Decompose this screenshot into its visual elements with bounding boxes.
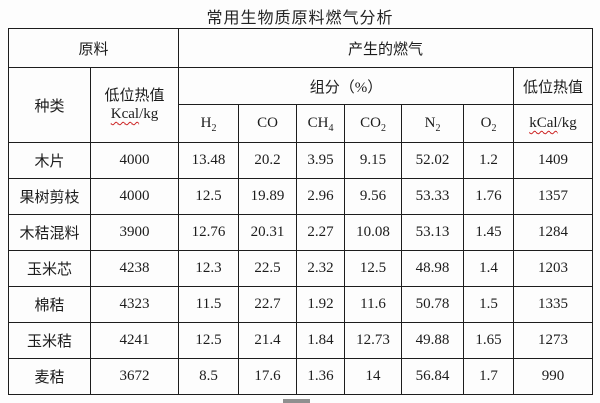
cell-ch4: 1.92 (296, 286, 346, 323)
biomass-gas-analysis-table: 原料 产生的燃气 种类 低位热值 Kcal/kg 组分（%） 低位热值 H2 C… (7, 28, 594, 395)
cell-o2: 1.76 (463, 178, 515, 215)
header-lhv-input-unit-rest: /kg (139, 106, 159, 122)
cell-co2: 10.08 (344, 214, 403, 251)
cell-ch4: 2.96 (296, 178, 346, 215)
cell-feed-lhv: 4000 (89, 142, 180, 179)
cell-co: 22.5 (238, 250, 298, 287)
cell-co2: 9.15 (344, 142, 403, 179)
cell-gas-lhv: 1357 (513, 178, 594, 215)
cell-type: 果树剪枝 (8, 178, 91, 215)
cell-co: 20.31 (238, 214, 298, 251)
header-lhv-output-label: 低位热值 (513, 67, 594, 105)
cell-type: 麦秸 (8, 358, 91, 395)
header-gas-ch4: CH4 (296, 104, 346, 143)
cell-feed-lhv: 4323 (89, 286, 180, 323)
cell-h2: 12.3 (178, 250, 240, 287)
cell-co2: 14 (344, 358, 403, 395)
cell-feed-lhv: 4241 (89, 322, 180, 359)
cell-o2: 1.2 (463, 142, 515, 179)
cell-ch4: 1.84 (296, 322, 346, 359)
cell-co2: 12.73 (344, 322, 403, 359)
cell-o2: 1.65 (463, 322, 515, 359)
header-gas-co: CO (238, 104, 298, 143)
header-components: 组分（%） (178, 67, 515, 105)
cell-gas-lhv: 990 (513, 358, 594, 395)
cell-co: 17.6 (238, 358, 298, 395)
header-lhv-output-unit: kCal/kg (513, 104, 594, 143)
page-title: 常用生物质原料燃气分析 (206, 10, 394, 27)
cell-n2: 53.13 (401, 214, 465, 251)
cell-co: 21.4 (238, 322, 298, 359)
cell-h2: 12.5 (178, 322, 240, 359)
cell-gas-lhv: 1335 (513, 286, 594, 323)
cell-h2: 11.5 (178, 286, 240, 323)
table-row: 玉米芯 4238 12.3 22.5 2.32 12.5 48.98 1.4 1… (8, 250, 594, 287)
cell-co2: 12.5 (344, 250, 403, 287)
header-gas-co2: CO2 (344, 104, 403, 143)
table-row: 木片 4000 13.48 20.2 3.95 9.15 52.02 1.2 1… (8, 142, 594, 179)
header-lhv-input-label: 低位热值 (104, 88, 165, 104)
header-row-groups: 原料 产生的燃气 (7, 28, 594, 68)
cell-type: 棉秸 (8, 286, 91, 323)
cell-o2: 1.5 (463, 286, 515, 323)
header-lhv-output-unit-rest: /kg (557, 115, 577, 131)
cell-ch4: 3.95 (296, 142, 346, 179)
cell-n2: 48.98 (401, 250, 465, 287)
header-lhv-input: 低位热值 Kcal/kg (89, 67, 180, 143)
header-lhv-output-unit-misspelled: kCal (529, 115, 558, 131)
cell-co: 22.7 (238, 286, 298, 323)
cell-co2: 11.6 (344, 286, 403, 323)
table-resize-handle[interactable] (283, 399, 310, 403)
cell-feed-lhv: 4238 (89, 250, 180, 287)
table-row: 麦秸 3672 8.5 17.6 1.36 14 56.84 1.7 990 (8, 358, 594, 395)
cell-type: 玉米芯 (8, 250, 91, 287)
table-row: 玉米秸 4241 12.5 21.4 1.84 12.73 49.88 1.65… (8, 322, 594, 359)
cell-type: 木片 (8, 142, 91, 179)
cell-gas-lhv: 1203 (513, 250, 594, 287)
cell-h2: 13.48 (178, 142, 240, 179)
cell-o2: 1.7 (463, 358, 515, 395)
header-produced-gas: 产生的燃气 (178, 28, 594, 68)
cell-gas-lhv: 1284 (513, 214, 594, 251)
cell-type: 玉米秸 (8, 322, 91, 359)
cell-o2: 1.4 (463, 250, 515, 287)
cell-n2: 56.84 (401, 358, 465, 395)
header-type: 种类 (8, 67, 91, 143)
cell-gas-lhv: 1409 (513, 142, 594, 179)
header-row-gases: H2 CO CH4 CO2 N2 O2 kCal/kg (9, 104, 594, 143)
header-gas-n2: N2 (401, 104, 465, 143)
cell-feed-lhv: 3672 (89, 358, 180, 395)
cell-ch4: 1.36 (296, 358, 346, 395)
header-row-mid: 种类 低位热值 Kcal/kg 组分（%） 低位热值 (8, 67, 594, 143)
cell-n2: 50.78 (401, 286, 465, 323)
cell-ch4: 2.32 (296, 250, 346, 287)
cell-co: 20.2 (238, 142, 298, 179)
cell-co: 19.89 (238, 178, 298, 215)
cell-n2: 49.88 (401, 322, 465, 359)
cell-o2: 1.45 (463, 214, 515, 251)
cell-co2: 9.56 (344, 178, 403, 215)
table-row: 棉秸 4323 11.5 22.7 1.92 11.6 50.78 1.5 13… (8, 286, 594, 323)
header-gas-h2: H2 (178, 104, 240, 143)
header-lhv-input-unit-misspelled: Kcal (110, 106, 140, 122)
cell-feed-lhv: 4000 (89, 178, 180, 215)
cell-feed-lhv: 3900 (89, 214, 180, 251)
cell-n2: 52.02 (401, 142, 465, 179)
table-row: 木秸混料 3900 12.76 20.31 2.27 10.08 53.13 1… (8, 214, 594, 251)
cell-gas-lhv: 1273 (513, 322, 594, 359)
cell-type: 木秸混料 (8, 214, 91, 251)
cell-n2: 53.33 (401, 178, 465, 215)
cell-h2: 12.76 (178, 214, 240, 251)
cell-ch4: 2.27 (296, 214, 346, 251)
header-raw-material: 原料 (7, 28, 180, 68)
header-gas-o2: O2 (463, 104, 515, 143)
table-row: 果树剪枝 4000 12.5 19.89 2.96 9.56 53.33 1.7… (8, 178, 594, 215)
cell-h2: 12.5 (178, 178, 240, 215)
cell-h2: 8.5 (178, 358, 240, 395)
